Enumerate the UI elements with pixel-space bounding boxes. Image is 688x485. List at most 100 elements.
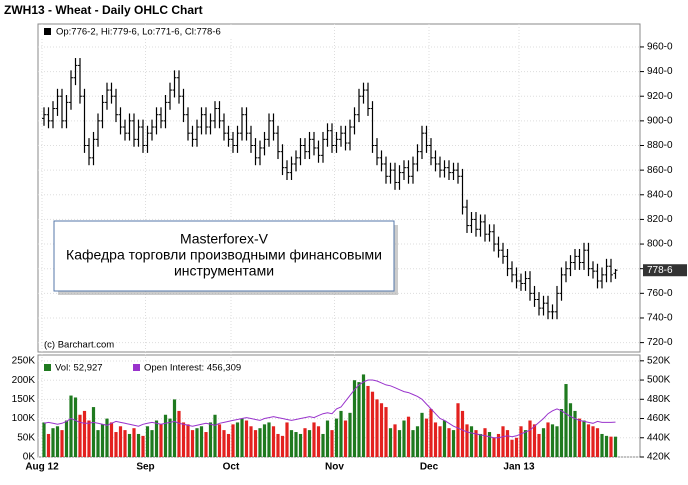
volume-bar [73, 397, 78, 457]
volume-bar [186, 424, 190, 457]
volume-bar [397, 430, 402, 457]
volume-bar [415, 426, 420, 457]
credit: (c) Barchart.com [44, 340, 114, 351]
volume-bar [429, 408, 433, 457]
volume-bar [60, 430, 64, 457]
volume-bar [438, 426, 442, 457]
volume-bar [555, 426, 559, 457]
volume-bar [442, 420, 447, 457]
volume-bar [465, 424, 469, 457]
x-tick-label: Nov [325, 462, 344, 473]
volume-bar [177, 410, 181, 457]
chart-title: ZWH13 - Wheat - Daily OHLC Chart [4, 3, 203, 17]
volume-bar [298, 433, 303, 457]
volume-bar [424, 418, 429, 457]
volume-bar [604, 435, 609, 457]
volume-bar [420, 412, 424, 457]
volume-bar [87, 420, 91, 457]
volume-bar [496, 433, 501, 457]
volume-bar [546, 422, 550, 457]
y-tick-label: 200K [12, 375, 36, 386]
legend-swatch [44, 28, 51, 35]
y2-tick-label: 480K [647, 394, 671, 405]
volume-bar [285, 422, 289, 457]
x-tick-label: Jan 13 [503, 462, 535, 473]
volume-bar [168, 418, 172, 457]
volume-bar [483, 428, 487, 457]
volume-bar [325, 420, 330, 457]
volume-bar [267, 422, 271, 457]
volume-bar [487, 432, 492, 457]
volume-bar [222, 430, 226, 457]
volume-bar [217, 424, 222, 457]
volume-bar [208, 422, 213, 457]
annotation: Masterforex-V Кафедра торговли производн… [53, 220, 398, 295]
volume-bar [199, 426, 204, 457]
volume-bar [541, 428, 546, 457]
volume-bar [55, 426, 60, 457]
legend-swatch [44, 364, 51, 371]
volume-bar [150, 430, 154, 457]
volume-bar [366, 385, 370, 457]
volume-bar [406, 416, 411, 457]
annotation-line: Masterforex-V [180, 231, 269, 247]
y2-tick-label: 520K [647, 355, 671, 366]
annotation-line: инструментами [174, 263, 274, 279]
y-tick-label: 880-0 [647, 140, 673, 151]
volume-bar [514, 437, 519, 457]
volume-bar [613, 436, 618, 457]
volume-bar [550, 424, 555, 457]
x-tick-label: Oct [223, 462, 240, 473]
y-tick-label: 0K [23, 452, 36, 463]
y-tick-label: 760-0 [647, 288, 673, 299]
volume-bar [330, 430, 334, 457]
volume-bar [154, 420, 159, 457]
annotation-line: Кафедра торговли производными финансовым… [66, 247, 382, 263]
volume-bar [204, 432, 208, 457]
volume-bar [600, 433, 604, 457]
y-tick-label: 250K [12, 356, 36, 367]
volume-bar [231, 424, 235, 457]
volume-bar [384, 407, 388, 457]
volume-bar [357, 382, 361, 457]
volume-bar [537, 433, 541, 457]
price-panel [37, 23, 641, 353]
volume-bar [258, 428, 262, 457]
volume-bar [348, 412, 352, 457]
volume-bar [96, 430, 100, 457]
volume-bar [510, 439, 514, 457]
volume-bar [235, 422, 240, 457]
volume-bar [159, 424, 163, 457]
volume-bar [492, 437, 496, 457]
volume-bar [91, 407, 96, 457]
volume-bar [343, 420, 348, 457]
volume-bar [118, 426, 123, 457]
volume-bar [361, 374, 366, 457]
last-price-label: 778-6 [647, 265, 673, 276]
open-interest-line [43, 379, 616, 439]
volume-bar [460, 410, 465, 457]
volume-bar [303, 428, 307, 457]
volume-bar [289, 430, 294, 457]
volume-bar [172, 399, 177, 457]
volume-bar [64, 420, 69, 457]
volume-bar [145, 426, 150, 457]
x-tick-label: Dec [420, 462, 439, 473]
volume-bar [451, 430, 456, 457]
volume-bar [447, 428, 451, 457]
volume-bar [312, 422, 316, 457]
volume-bar [141, 435, 145, 457]
volume-bar [559, 408, 564, 457]
volume-bar [393, 424, 397, 457]
volume-bar [109, 422, 114, 457]
volume-bar [105, 418, 109, 457]
annotation-box [53, 220, 395, 292]
volume-bar [478, 433, 483, 457]
volume-bar [78, 414, 82, 457]
last-price-marker [643, 264, 687, 277]
volume-bar [240, 418, 244, 457]
volume-bar [280, 435, 285, 457]
volume-bar [42, 422, 46, 457]
volume-bar [582, 420, 586, 457]
volume-bar [226, 433, 231, 457]
